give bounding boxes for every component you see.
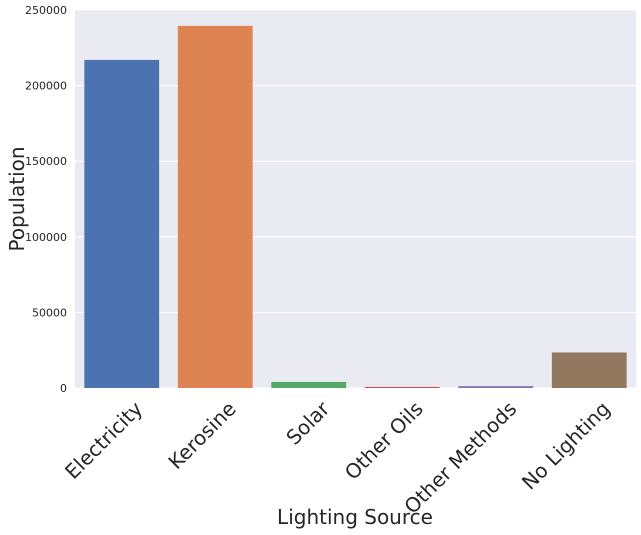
x-tick-label: Other Oils <box>340 397 428 485</box>
y-tick-label: 100000 <box>25 231 67 244</box>
bar-other-oils <box>364 386 440 388</box>
bars <box>84 25 627 389</box>
bar-no-lighting <box>551 352 627 388</box>
y-tick-label: 200000 <box>25 80 67 93</box>
y-axis-title: Population <box>5 146 29 251</box>
bar-kerosine <box>177 25 253 388</box>
x-axis-title: Lighting Source <box>277 505 433 529</box>
bar-solar <box>271 381 347 388</box>
x-tick-label: Kerosine <box>163 397 240 474</box>
y-tick-label: 50000 <box>32 306 67 319</box>
x-tick-label: Solar <box>281 396 335 450</box>
y-tick-labels: 0 50000 100000 150000 200000 250000 <box>25 4 67 395</box>
grid-lines <box>75 9 636 389</box>
x-tick-label: Electricity <box>60 396 147 483</box>
y-tick-label: 150000 <box>25 155 67 168</box>
y-tick-label: 250000 <box>25 4 67 17</box>
x-tick-labels: Electricity Kerosine Solar Other OilsOther … <box>60 396 615 519</box>
bar-electricity <box>84 59 160 389</box>
y-tick-label: 0 <box>60 382 67 395</box>
x-tick-label: No Lighting <box>517 397 615 495</box>
plot-background <box>75 10 636 388</box>
bar-other-methods <box>458 386 534 388</box>
